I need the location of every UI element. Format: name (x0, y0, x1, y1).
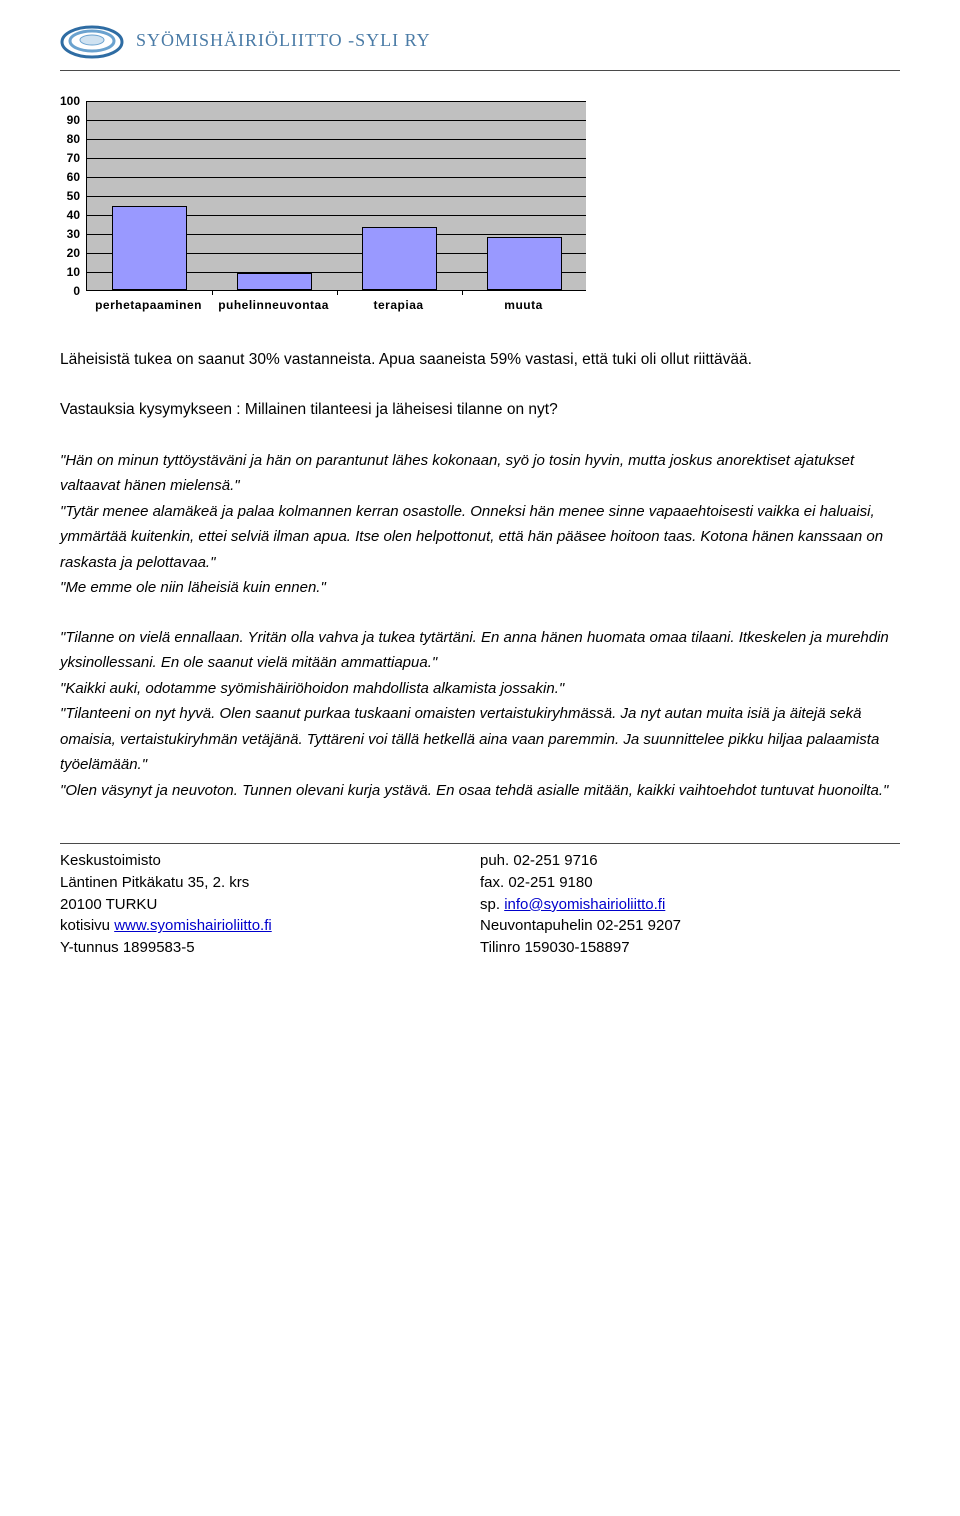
question-intro: Vastauksia kysymykseen : Millainen tilan… (60, 397, 900, 423)
footer-line: 20100 TURKU (60, 894, 480, 916)
footer-label: kotisivu (60, 917, 114, 934)
footer-left: Keskustoimisto Läntinen Pitkäkatu 35, 2.… (60, 850, 480, 959)
quote: "Tilanteeni on nyt hyvä. Olen saanut pur… (60, 701, 900, 778)
logo-icon (60, 20, 124, 60)
chart-bar (362, 227, 437, 290)
chart-x-label: puhelinneuvontaa (218, 295, 329, 315)
chart-y-axis: 1009080706050403020100 (60, 101, 86, 291)
chart-bar (112, 206, 187, 290)
page-header: SYÖMISHÄIRIÖLIITTO -SYLI RY (60, 20, 900, 60)
footer-line: kotisivu www.syomishairioliitto.fi (60, 915, 480, 937)
chart-bar (487, 237, 562, 290)
website-link[interactable]: www.syomishairioliitto.fi (114, 917, 272, 934)
quote: "Tytär menee alamäkeä ja palaa kolmannen… (60, 499, 900, 576)
footer-line: puh. 02-251 9716 (480, 850, 900, 872)
footer-line: Keskustoimisto (60, 850, 480, 872)
page-footer: Keskustoimisto Läntinen Pitkäkatu 35, 2.… (60, 850, 900, 959)
footer-line: Neuvontapuhelin 02-251 9207 (480, 915, 900, 937)
footer-line: Y-tunnus 1899583-5 (60, 937, 480, 959)
footer-divider (60, 843, 900, 844)
org-name: SYÖMISHÄIRIÖLIITTO -SYLI RY (136, 25, 431, 56)
quote-block-1: "Hän on minun tyttöystäväni ja hän on pa… (60, 448, 900, 601)
quote: "Me emme ole niin läheisiä kuin ennen." (60, 575, 900, 601)
quote: "Tilanne on vielä ennallaan. Yritän olla… (60, 625, 900, 676)
support-chart: 1009080706050403020100 perhetapaaminen pu… (60, 101, 900, 317)
chart-x-label: muuta (504, 295, 543, 315)
quote: "Hän on minun tyttöystäväni ja hän on pa… (60, 448, 900, 499)
footer-line: sp. info@syomishairioliitto.fi (480, 894, 900, 916)
header-divider (60, 70, 900, 71)
quote-block-2: "Tilanne on vielä ennallaan. Yritän olla… (60, 625, 900, 804)
email-link[interactable]: info@syomishairioliitto.fi (504, 896, 665, 913)
quote: "Olen väsynyt ja neuvoton. Tunnen olevan… (60, 778, 900, 804)
chart-x-label: terapiaa (374, 295, 424, 315)
chart-x-axis: perhetapaaminen puhelinneuvontaa terapiaa m… (86, 295, 586, 317)
chart-plot-area (86, 101, 586, 291)
chart-bar (237, 273, 312, 290)
footer-right: puh. 02-251 9716 fax. 02-251 9180 sp. in… (480, 850, 900, 959)
quote: "Kaikki auki, odotamme syömishäiriöhoido… (60, 676, 900, 702)
footer-label: sp. (480, 896, 504, 913)
intro-paragraph: Läheisistä tukea on saanut 30% vastannei… (60, 347, 900, 373)
chart-x-label: perhetapaaminen (95, 295, 202, 315)
footer-line: fax. 02-251 9180 (480, 872, 900, 894)
footer-line: Tilinro 159030-158897 (480, 937, 900, 959)
footer-line: Läntinen Pitkäkatu 35, 2. krs (60, 872, 480, 894)
